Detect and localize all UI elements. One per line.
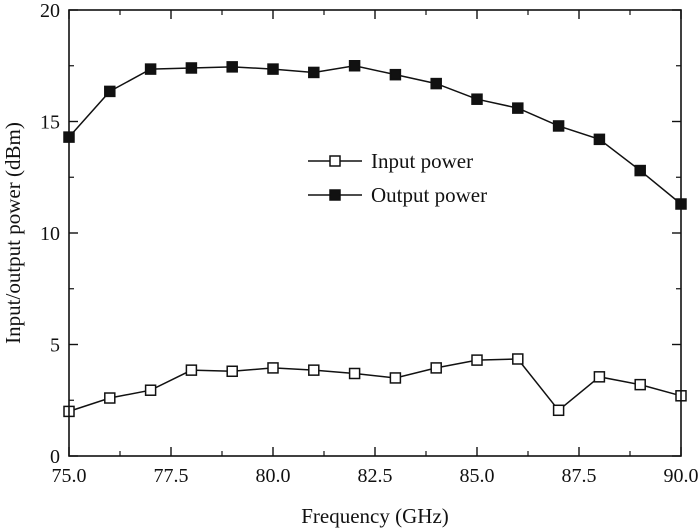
x-axis-label: Frequency (GHz) bbox=[301, 504, 449, 528]
output-power-point bbox=[430, 77, 442, 90]
output-power-point bbox=[267, 63, 279, 75]
input-power-point bbox=[471, 354, 483, 366]
x-tick-label: 87.5 bbox=[562, 465, 597, 487]
output-power-point bbox=[185, 62, 198, 74]
input-power-point bbox=[226, 365, 238, 378]
input-power-point bbox=[185, 364, 198, 376]
output-power-point bbox=[308, 66, 320, 79]
series-layer bbox=[63, 60, 687, 418]
legend-label-1: Output power bbox=[371, 183, 487, 207]
x-tick-label: 80.0 bbox=[256, 465, 291, 487]
output-power-point bbox=[389, 68, 402, 81]
legend-marker-1 bbox=[329, 189, 341, 201]
x-tick-label: 82.5 bbox=[358, 465, 393, 487]
input-power-point bbox=[308, 364, 320, 376]
output-power-point bbox=[226, 61, 238, 73]
y-tick-label: 0 bbox=[50, 446, 60, 468]
legend-label-0: Input power bbox=[371, 149, 473, 173]
input-power-point bbox=[267, 362, 279, 374]
output-power-point bbox=[552, 120, 565, 132]
axis-ticks bbox=[68, 9, 682, 457]
input-power-point bbox=[104, 392, 116, 404]
input-power-point bbox=[348, 367, 361, 380]
input-power-point bbox=[389, 372, 402, 384]
output-power-point bbox=[634, 164, 646, 177]
output-power-point bbox=[471, 93, 483, 105]
legend: Input power Output power bbox=[308, 149, 487, 207]
series-line-1 bbox=[68, 64, 682, 205]
output-power-point bbox=[512, 102, 524, 114]
input-power-point bbox=[512, 353, 524, 365]
y-tick-label: 10 bbox=[40, 223, 60, 245]
input-power-point bbox=[144, 384, 157, 396]
x-tick-label: 77.5 bbox=[154, 465, 189, 487]
output-power-point bbox=[348, 60, 361, 72]
series-line-0 bbox=[68, 358, 682, 413]
y-tick-label: 15 bbox=[40, 112, 60, 134]
x-tick-label: 75.0 bbox=[52, 465, 87, 487]
output-power-point bbox=[593, 133, 606, 146]
y-tick-label: 20 bbox=[40, 0, 60, 22]
output-power-point bbox=[104, 85, 116, 98]
input-power-point bbox=[634, 378, 646, 391]
plot-frame bbox=[68, 9, 682, 457]
y-tick-label: 5 bbox=[50, 335, 60, 357]
x-tick-label: 90.0 bbox=[664, 465, 699, 487]
x-tick-label: 85.0 bbox=[460, 465, 495, 487]
output-power-point bbox=[144, 63, 157, 75]
input-power-point bbox=[552, 404, 565, 417]
input-power-point bbox=[430, 362, 442, 374]
legend-marker-0 bbox=[329, 155, 341, 167]
y-axis-label: Input/output power (dBm) bbox=[1, 122, 25, 344]
x-tick-labels: 75.0 77.5 80.0 82.5 85.0 87.5 90.0 bbox=[52, 465, 699, 487]
y-tick-labels: 0 5 10 15 20 bbox=[40, 0, 60, 468]
input-power-point bbox=[593, 371, 606, 383]
